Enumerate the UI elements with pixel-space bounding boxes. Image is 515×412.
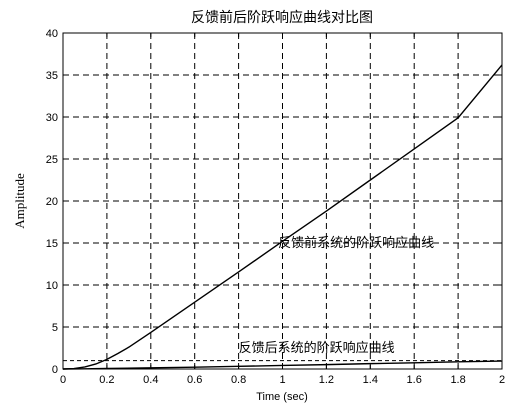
x-tick-label: 1.6	[407, 374, 422, 386]
y-tick-label: 10	[46, 280, 58, 292]
y-tick-labels: 0 5 10 15 20 25 30 35 40	[46, 28, 58, 376]
x-axis-label: Time (sec)	[256, 391, 308, 403]
x-tick-label: 0.8	[231, 374, 246, 386]
x-tick-label: 0.6	[187, 374, 202, 386]
x-tick-label: 1	[279, 374, 285, 386]
y-tick-label: 30	[46, 112, 58, 124]
y-tick-label: 0	[52, 364, 58, 376]
x-tick-label: 1.4	[363, 374, 378, 386]
y-tick-label: 35	[46, 70, 58, 82]
grid-lines	[63, 33, 502, 369]
y-tick-label: 40	[46, 28, 58, 40]
tick-marks	[62, 32, 503, 370]
x-tick-label: 0	[60, 374, 66, 386]
x-tick-label: 2	[499, 374, 505, 386]
y-tick-label: 5	[52, 322, 58, 334]
x-tick-label: 0.2	[99, 374, 114, 386]
y-tick-label: 25	[46, 154, 58, 166]
y-axis-label: Amplitude	[12, 173, 27, 229]
series-line-before-feedback	[62, 64, 503, 370]
annotation-label: 反馈前系统的阶跃响应曲线	[278, 235, 434, 251]
y-tick-label: 20	[46, 196, 58, 208]
y-tick-label: 15	[46, 238, 58, 250]
x-tick-label: 1.2	[319, 374, 334, 386]
x-tick-label: 0.4	[143, 374, 158, 386]
x-tick-label: 1.8	[450, 374, 465, 386]
chart-title: 反馈前后阶跃响应曲线对比图	[191, 9, 373, 26]
annotation-label: 反馈后系统的阶跃响应曲线	[239, 340, 395, 356]
x-tick-labels: 0 0.2 0.4 0.6 0.8 1 1.2 1.4 1.6 1.8 2	[60, 374, 505, 386]
